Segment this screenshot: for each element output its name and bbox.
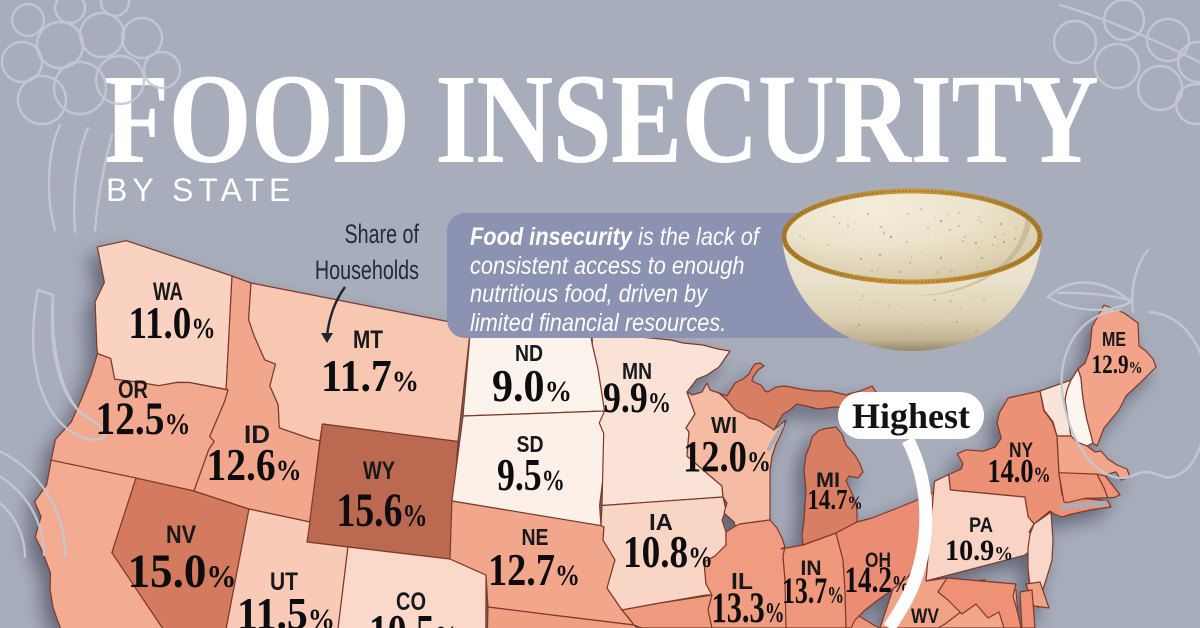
svg-text:OH: OH [865, 549, 891, 572]
svg-text:MI: MI [816, 469, 840, 492]
svg-text:UT: UT [270, 568, 298, 596]
svg-text:PA: PA [969, 514, 993, 537]
svg-text:CO: CO [396, 588, 426, 616]
svg-text:ND: ND [515, 340, 543, 366]
svg-text:OR: OR [118, 376, 148, 404]
svg-text:ME: ME [1102, 329, 1126, 351]
svg-text:IN: IN [801, 557, 822, 580]
svg-text:NY: NY [1009, 439, 1033, 462]
svg-text:Highest: Highest [852, 396, 970, 436]
svg-text:WI: WI [711, 412, 737, 438]
svg-text:WY: WY [363, 457, 395, 485]
svg-text:WA: WA [153, 278, 183, 306]
svg-text:SD: SD [517, 431, 544, 457]
svg-text:13.3%: 13.3% [712, 585, 785, 628]
svg-text:IA: IA [649, 509, 673, 535]
svg-text:14.7%: 14.7% [808, 484, 863, 516]
svg-text:MN: MN [622, 358, 652, 384]
svg-text:IL: IL [731, 568, 753, 594]
svg-text:ID: ID [244, 421, 270, 449]
svg-text:12.9%: 12.9% [1092, 350, 1143, 379]
svg-text:NE: NE [522, 524, 549, 550]
svg-text:10.8%: 10.8% [623, 527, 713, 577]
svg-text:WV: WV [911, 605, 939, 628]
svg-text:NV: NV [166, 521, 196, 549]
svg-text:MT: MT [353, 326, 383, 354]
